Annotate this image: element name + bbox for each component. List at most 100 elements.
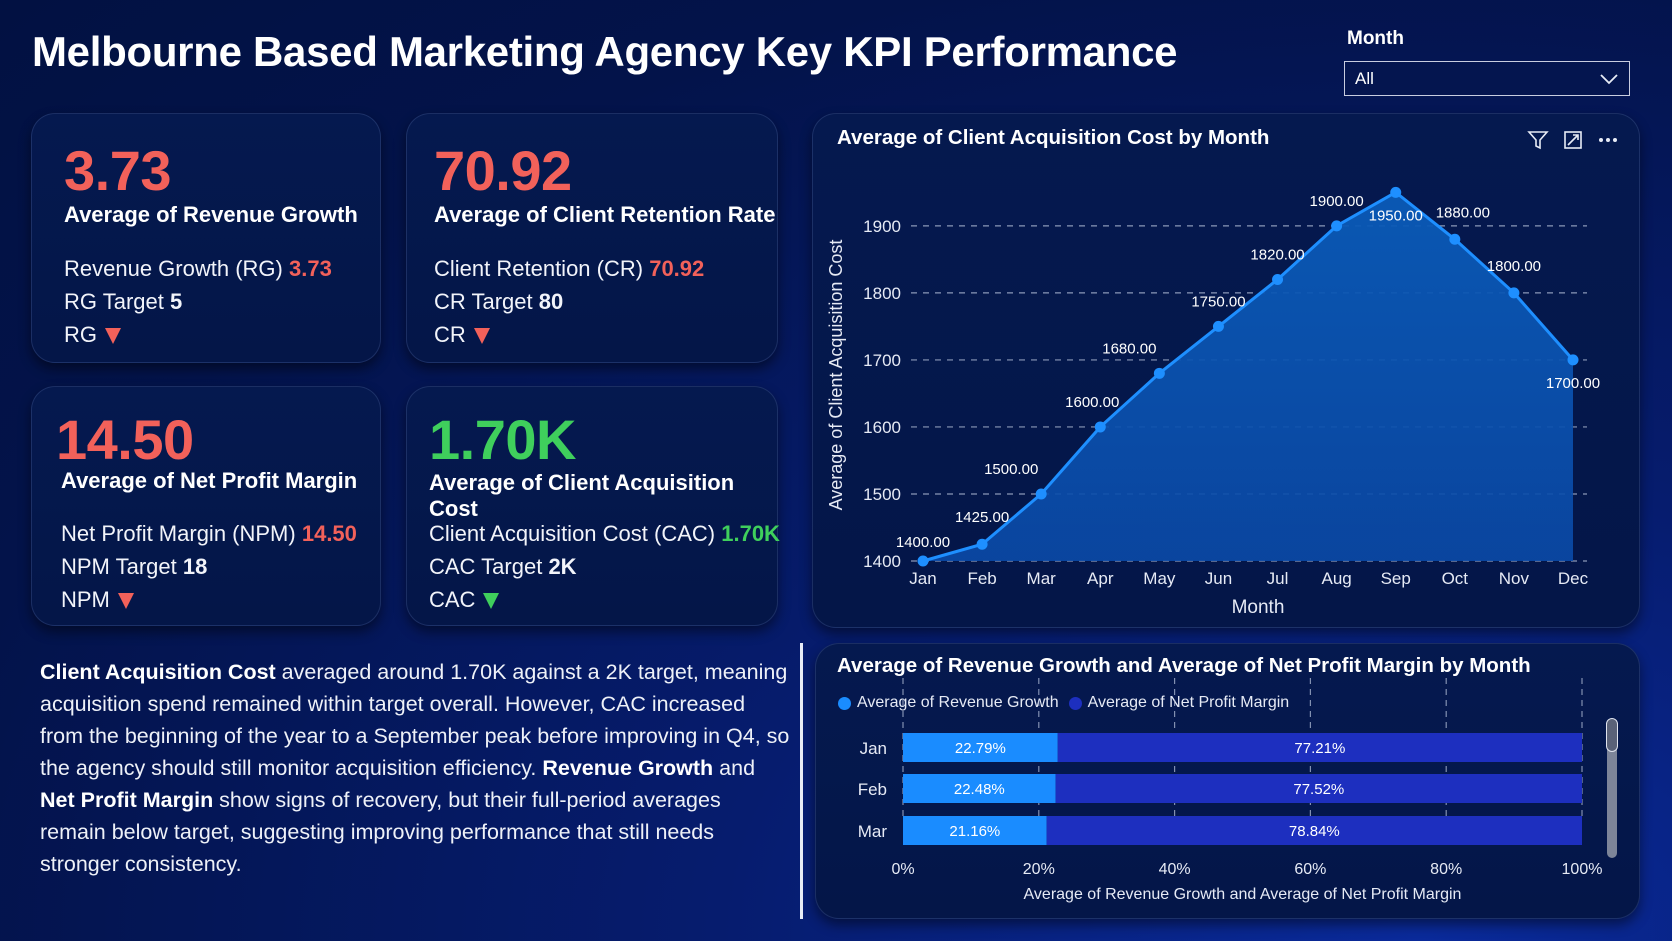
data-point <box>1153 367 1165 379</box>
x-tick-label: 100% <box>1562 861 1603 878</box>
kpi-actual-value: 3.73 <box>288 256 332 281</box>
kpi-target-label: CAC Target <box>429 554 543 579</box>
data-point <box>1390 186 1402 198</box>
x-tick-label: 0% <box>891 861 914 878</box>
data-point <box>917 555 929 567</box>
narrative-text: Client Acquisition Cost averaged around … <box>40 656 792 880</box>
cac-by-month-chart[interactable]: Average of Client Acquisition Cost by Mo… <box>812 113 1640 628</box>
legend-label[interactable]: Average of Revenue Growth <box>857 694 1059 711</box>
series-line <box>922 190 1575 563</box>
filter-icon[interactable] <box>1527 130 1549 150</box>
scrollbar-thumb[interactable] <box>1606 718 1618 752</box>
area-chart-plot: 1400 1500 1600 1700 1800 1900 1400.00 1425.00 15… <box>826 186 1600 618</box>
bar-net-profit-margin <box>1057 733 1582 762</box>
data-point <box>1272 273 1284 285</box>
bar-revenue-growth <box>903 816 1047 845</box>
kpi-actual-label: Net Profit Margin (NPM) <box>61 521 296 546</box>
kpi-card-client-acquisition-cost: 1.70K Average of Client Acquisition Cost… <box>406 386 780 626</box>
more-options-icon[interactable] <box>1597 130 1619 150</box>
kpi-target-line: NPM Target 18 <box>61 554 207 580</box>
chart-title: Average of Revenue Growth and Average of… <box>837 654 1531 677</box>
month-slicer-dropdown[interactable]: All <box>1344 61 1630 96</box>
data-label: 1820.00 <box>1250 246 1304 263</box>
kpi-value: 1.70K <box>429 408 576 471</box>
bar-data-label: 77.52% <box>1293 781 1344 798</box>
bar-data-label: 22.79% <box>955 740 1006 757</box>
kpi-target-line: CAC Target 2K <box>429 554 577 580</box>
y-tick-label: 1400 <box>863 552 901 571</box>
y-category-label: Jan <box>860 739 887 758</box>
x-tick-label: Feb <box>967 569 996 588</box>
x-tick-label: Apr <box>1087 569 1114 588</box>
kpi-actual-value: 1.70K <box>721 521 780 546</box>
x-tick-label: Dec <box>1558 569 1589 588</box>
y-tick-label: 1700 <box>863 351 901 370</box>
narrative-bold: Net Profit Margin <box>40 788 214 812</box>
bar-data-label: 77.21% <box>1294 740 1345 757</box>
kpi-target-value: 5 <box>169 289 183 314</box>
data-label: 1880.00 <box>1436 204 1490 221</box>
x-tick-label: Jan <box>909 569 936 588</box>
kpi-actual-value: 14.50 <box>301 521 357 546</box>
kpi-target-line: RG Target 5 <box>64 289 182 315</box>
data-point <box>1567 354 1579 366</box>
chevron-down-icon <box>1600 73 1618 84</box>
kpi-card-client-retention: 70.92 Average of Client Retention Rate C… <box>406 113 778 363</box>
kpi-target-label: CR Target <box>434 289 533 314</box>
kpi-card-revenue-growth: 3.73 Average of Revenue Growth Revenue G… <box>31 113 381 363</box>
kpi-value: 70.92 <box>434 139 572 202</box>
kpi-actual-value: 70.92 <box>649 256 705 281</box>
x-axis-title: Average of Revenue Growth and Average of… <box>1024 886 1462 903</box>
data-label: 1950.00 <box>1369 207 1423 224</box>
data-label: 1425.00 <box>955 509 1009 526</box>
down-triangle-icon <box>117 593 134 610</box>
data-label: 1600.00 <box>1065 394 1119 411</box>
visual-header-icons <box>1527 130 1619 150</box>
kpi-actual-label: Revenue Growth (RG) <box>64 256 283 281</box>
y-tick-label: 1800 <box>863 284 901 303</box>
y-category-label: Mar <box>858 822 888 841</box>
x-tick-label: 20% <box>1023 861 1055 878</box>
kpi-status-label: CR <box>434 322 466 347</box>
kpi-value: 14.50 <box>56 408 194 471</box>
data-label: 1680.00 <box>1102 340 1156 357</box>
kpi-actual-line: Revenue Growth (RG) 3.73 <box>64 256 332 282</box>
y-tick-label: 1500 <box>863 485 901 504</box>
data-label: 1750.00 <box>1191 293 1245 310</box>
narrative-span: and <box>713 756 756 780</box>
bar-revenue-growth <box>903 774 1056 803</box>
x-tick-label: Sep <box>1381 569 1411 588</box>
rg-npm-by-month-chart[interactable]: Average of Revenue Growth and Average of… <box>815 643 1640 919</box>
data-label: 1700.00 <box>1546 375 1600 392</box>
chart-title: Average of Client Acquisition Cost by Mo… <box>837 126 1270 149</box>
x-axis-title: Month <box>1232 597 1285 618</box>
x-tick-label: May <box>1143 569 1176 588</box>
divider <box>800 643 803 919</box>
data-point <box>976 538 988 550</box>
bar-chart-plot: 22.79% 77.21% Jan 22.48% 77.52% Feb 21.16% 78.8… <box>858 678 1603 903</box>
data-point <box>1035 488 1047 500</box>
focus-mode-icon[interactable] <box>1563 130 1583 150</box>
kpi-target-value: 2K <box>548 554 577 579</box>
month-slicer-label: Month <box>1347 28 1404 49</box>
page-title: Melbourne Based Marketing Agency Key KPI… <box>32 28 1178 75</box>
kpi-status-label: CAC <box>429 587 476 612</box>
kpi-target-value: 18 <box>182 554 208 579</box>
data-point <box>1449 233 1461 245</box>
vertical-scrollbar[interactable] <box>1606 718 1618 858</box>
kpi-label: Average of Client Acquisition Cost <box>429 470 735 521</box>
kpi-status-line: RG <box>64 322 121 348</box>
x-tick-label: 40% <box>1159 861 1191 878</box>
data-point <box>1212 320 1224 332</box>
kpi-actual-line: Client Retention (CR) 70.92 <box>434 256 704 282</box>
data-point <box>1094 421 1106 433</box>
bar-net-profit-margin <box>1046 816 1582 845</box>
data-label: 1400.00 <box>896 534 950 551</box>
kpi-value: 3.73 <box>64 139 172 202</box>
kpi-target-label: RG Target <box>64 289 164 314</box>
down-triangle-icon <box>483 593 500 610</box>
narrative-span: show signs of recovery, but their full-p… <box>40 788 721 876</box>
chart-legend: Average of Revenue Growth Average of Net… <box>838 694 1289 712</box>
legend-label[interactable]: Average of Net Profit Margin <box>1087 694 1290 711</box>
x-tick-label: 60% <box>1294 861 1326 878</box>
